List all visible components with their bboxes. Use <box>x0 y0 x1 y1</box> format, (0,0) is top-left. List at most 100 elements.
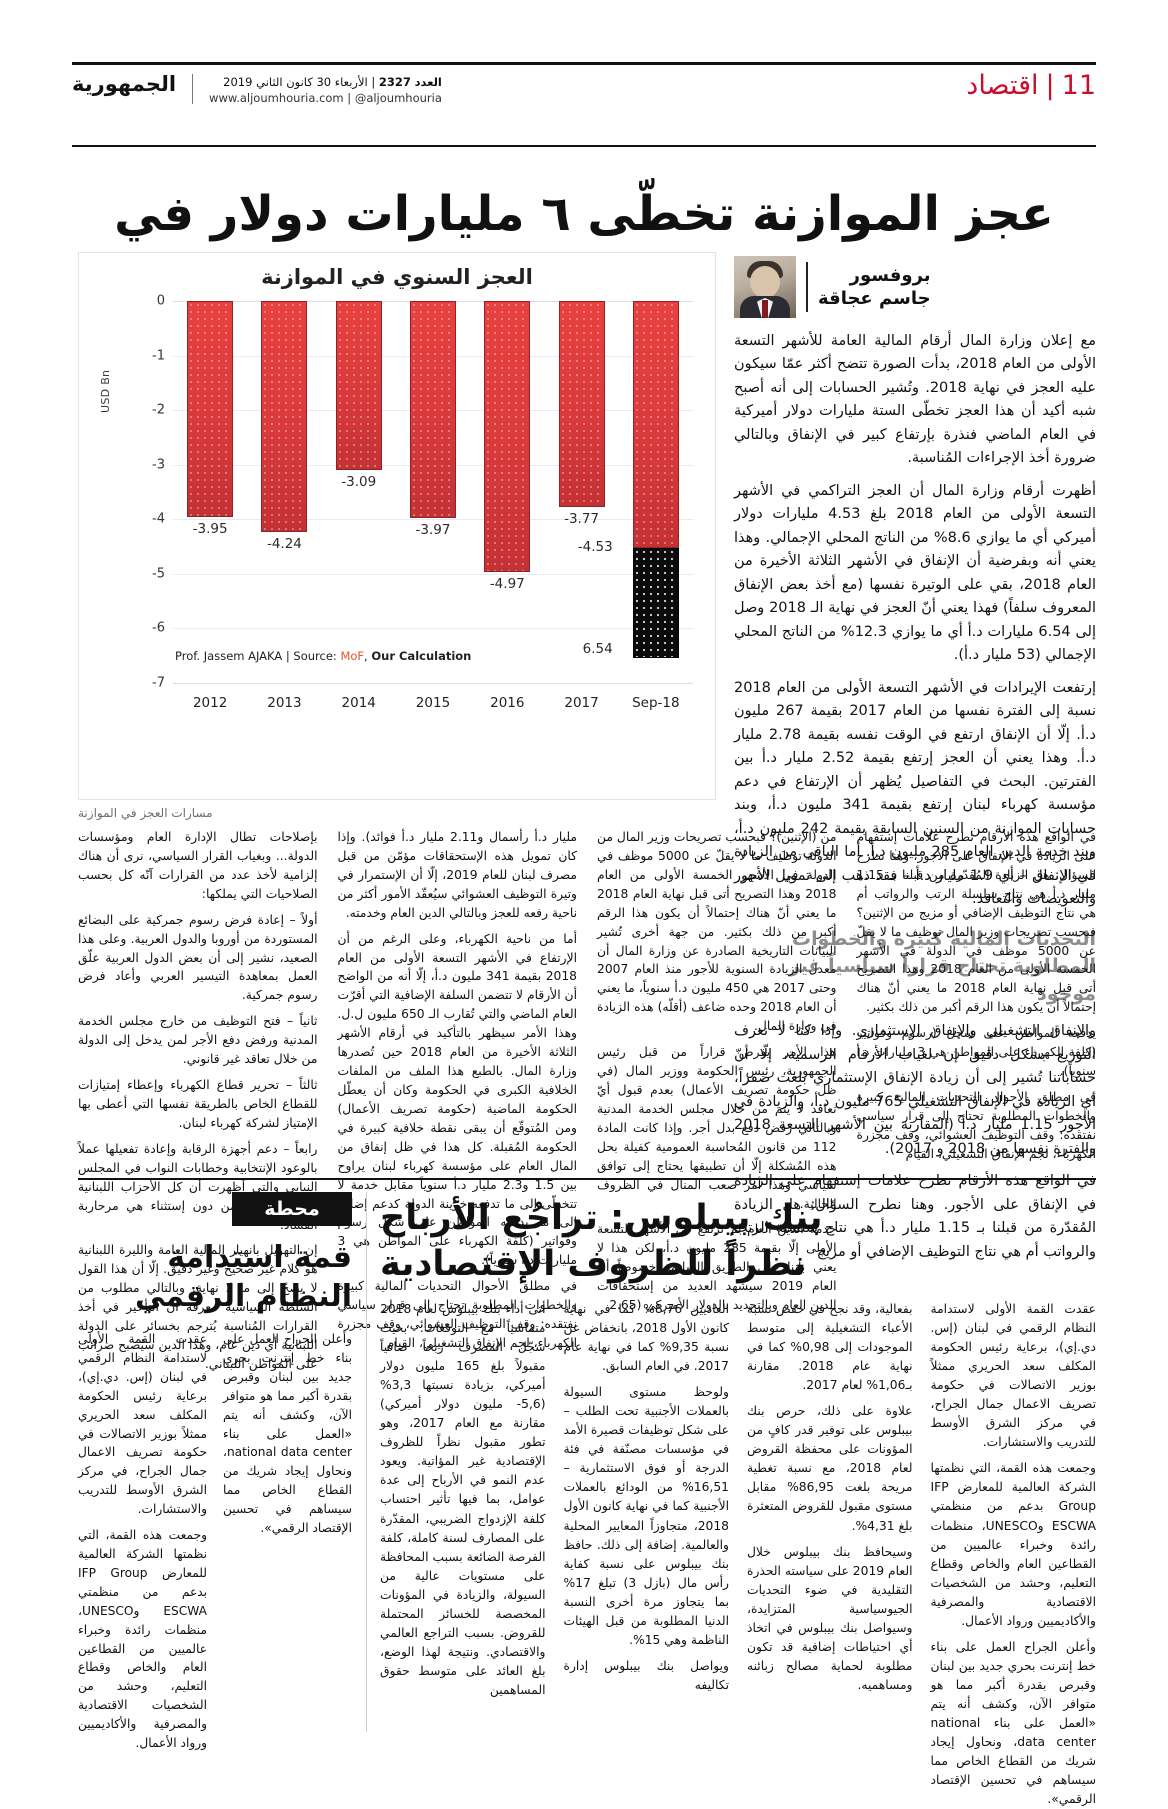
issue-date: الأربعاء 30 كانون الثاني 2019 <box>223 75 368 89</box>
brand-url[interactable]: www.aljoumhouria.com | @aljoumhouria <box>209 90 442 105</box>
article-paragraph: علاوة على ذلك، حرص بنك بيبلوس على توفير … <box>747 1404 913 1533</box>
article-paragraph: مليار د.أ رأسمال و2.11 مليار د.أ فوائد).… <box>337 830 578 920</box>
chart-y-axis-label: USD Bn <box>99 369 112 413</box>
chart-bar-label: -4.24 <box>266 536 302 553</box>
chart-x-tick: Sep-18 <box>632 695 680 711</box>
chart-y-tick: -7 <box>152 675 165 691</box>
article-paragraph: أظهرت أرقام وزارة المال أن العجز التراكم… <box>734 482 1097 664</box>
author-name: بروفسور جاسم عجاقة <box>818 264 931 311</box>
article-paragraph: أما من ناحية الكهرباء، وعلى الرغم من أن … <box>337 931 578 1268</box>
chart-title: العجز السنوي في الموازنة <box>261 265 533 289</box>
chart-bar-projection-label: 6.54 <box>582 640 613 657</box>
chart-bar-slot: -4.53 6.54 Sep-18 <box>578 301 693 711</box>
chart-x-tick: 2012 <box>192 695 228 711</box>
article-paragraph: والإنفاق التشغيلي والإنفاق الإستثماري. و… <box>734 1023 1096 1157</box>
station-headline: قمة استدامة النظام الرقمي <box>134 1240 352 1314</box>
brand-block: الجمهورية العدد 2327 | الأربعاء 30 كانون… <box>72 72 442 106</box>
chart-bar[interactable] <box>484 301 531 573</box>
article-paragraph: إن التهويل بانهيار المالية العامة واللير… <box>78 1243 318 1371</box>
article-paragraph: وأعلن الجراح العمل على بناء خط إنترنت بح… <box>223 1332 352 1536</box>
chart-bar-label: -4.97 <box>489 576 525 593</box>
chart-bar[interactable] <box>187 301 234 517</box>
chart-y-tick: -3 <box>152 457 165 473</box>
article-paragraph: في مطلق الأحوال التحديات المالية كبيرة و… <box>856 1089 1097 1161</box>
chart-bar[interactable] <box>335 301 382 470</box>
chart-bar[interactable] <box>558 301 605 507</box>
chart-bar-slot: -3.95 2012 <box>173 301 247 711</box>
byblos-column: أتى أداء بنك بيبلوس لعام 2018 متماشياً م… <box>380 1300 546 1730</box>
pull-quote: التحديات المالية كبيرة والخطوات المطلوبة… <box>788 927 1096 1005</box>
vertical-divider <box>366 1192 367 1732</box>
section-block: اقتصاد | 11 <box>966 72 1096 99</box>
author-fullname: جاسم عجاقة <box>818 288 931 309</box>
chart-bar-label: -3.09 <box>341 473 377 490</box>
station-column: وأعلن الجراح العمل على بناء خط إنترنت بح… <box>223 1330 352 1730</box>
chart-plot-area: 0 -1 -2 -3 -4 -5 -6 -7 -3.95 2012 -4.24 2013 -3.09 20… <box>152 294 693 711</box>
article-paragraph: في الواقع هذه الأرقام تطرح علامات إستفها… <box>734 1173 1096 1260</box>
article-paragraph: ثالثاً – تحرير قطاع الكهرباء وإعطاء إمتي… <box>78 1078 318 1130</box>
chart-bar-label: -3.97 <box>415 521 451 538</box>
byblos-article-columns: أتى أداء بنك بيبلوس لعام 2018 متماشياً م… <box>380 1300 1097 1806</box>
source-comma: , <box>364 649 372 663</box>
chart-bar[interactable] <box>261 301 308 533</box>
byblos-column: بفعالية، وقد نجح في خفض نسبة الأعباء الت… <box>747 1300 913 1730</box>
chart-gridline <box>173 519 693 521</box>
chart-bar-slot: -3.77 2017 <box>544 301 618 711</box>
article-paragraph: مع إعلان وزارة المال أرقام المالية العام… <box>734 333 1096 467</box>
masthead-rule <box>72 62 1096 65</box>
article-paragraph: أولاً – إعادة فرض رسوم جمركية على البضائ… <box>78 912 318 1003</box>
page-title: عجز الموازنة تخطّى ٦ مليارات دولار في ٢٠… <box>114 186 1054 297</box>
chart-bar[interactable] <box>632 301 679 549</box>
source-mof: MoF <box>340 649 365 663</box>
chart-bar-label: -3.95 <box>192 520 228 537</box>
chart-bar-slot: -4.24 2013 <box>247 301 321 711</box>
chart-x-tick: 2017 <box>564 695 599 711</box>
issue-sep: | <box>371 75 376 89</box>
section-pipe: | <box>1045 70 1055 101</box>
article-paragraph: عقدت القمة الأولى لاستدامة النظام الرقمي… <box>78 1332 207 1517</box>
headline-rule <box>72 145 1096 147</box>
article-paragraph: في الواقع هذه الأرقام تطرح علامات إستفها… <box>856 830 1097 1015</box>
issue-label: العدد <box>414 75 442 89</box>
avatar-face <box>750 266 780 298</box>
issue-line: العدد 2327 | الأربعاء 30 كانون الثاني 20… <box>209 75 442 91</box>
chart-gridline <box>173 573 693 575</box>
author-box: بروفسور جاسم عجاقة <box>734 256 1096 318</box>
chart-bar[interactable] <box>409 301 456 518</box>
chart-x-tick: 2013 <box>267 695 302 711</box>
chart-y-tick: -5 <box>152 566 165 582</box>
article-column: مليار د.أ رأسمال و2.11 مليار د.أ فوائد).… <box>337 828 578 1350</box>
deficit-chart: العجز السنوي في الموازنة USD Bn 0 -1 -2 -3-… <box>78 252 716 800</box>
article-paragraph: عقدت القمة الأولى لاستدامة النظام الرقمي… <box>930 1302 1097 1450</box>
chart-bar-slot: -3.09 2014 <box>322 301 396 711</box>
station-tag: محطة <box>232 1192 352 1226</box>
chart-y-tick: 0 <box>156 293 165 309</box>
article-paragraph: وأعلن الجراح العمل على بناء خط إنترنت بح… <box>930 1639 1097 1807</box>
article-paragraph: وسيحافظ بنك بيبلوس خلال العام 2019 على س… <box>747 1544 913 1692</box>
article-paragraph: ويواصل بنك بيبلوس إدارة تكاليفه <box>563 1658 730 1692</box>
byblos-headline-line2: نظراً للظروف الإقتصادية <box>380 1243 807 1284</box>
chart-y-tick: -4 <box>152 511 165 527</box>
page-number: 11 <box>1061 70 1096 101</box>
chart-x-tick: 2015 <box>415 695 451 711</box>
bottom-divider <box>78 1178 1096 1180</box>
article-column: من (الإثنين)؟ فبحسب تصريحات وزير المال م… <box>597 828 837 1312</box>
brand-divider <box>192 74 194 104</box>
byblos-column: عقدت القمة الأولى لاستدامة النظام الرقمي… <box>930 1300 1097 1806</box>
avatar <box>734 256 796 318</box>
chart-y-tick: -6 <box>152 620 165 636</box>
chart-x-axis-rule <box>173 683 693 684</box>
article-paragraph: ثانياً – فتح التوظيف من خارج مجلس الخدمة… <box>78 1014 318 1067</box>
article-body-columns: بإصلاحات تطال الإدارة العام ومؤسسات الدو… <box>78 828 1097 1371</box>
avatar-tie <box>762 300 768 318</box>
article-paragraph: يدفعه المواطن على سجل (رسوم وفواتير (كلف… <box>856 1026 1097 1079</box>
article-paragraph: بفعالية، وقد نجح في خفض نسبة الأعباء الت… <box>747 1302 913 1393</box>
article-paragraph: بإصلاحات تطال الإدارة العام ومؤسسات الدو… <box>78 830 318 901</box>
brand-logo: الجمهورية <box>72 72 177 96</box>
chart-bar-projection[interactable] <box>632 548 679 658</box>
byblos-headline: بنك بيبلوس: تراجُع الأرباح نظراً للظروف … <box>380 1196 1096 1287</box>
chart-x-tick: 2014 <box>341 695 376 711</box>
chart-x-tick: 2016 <box>490 695 525 711</box>
article-paragraph: أتى أداء بنك بيبلوس لعام 2018 متماشياً م… <box>380 1302 546 1697</box>
